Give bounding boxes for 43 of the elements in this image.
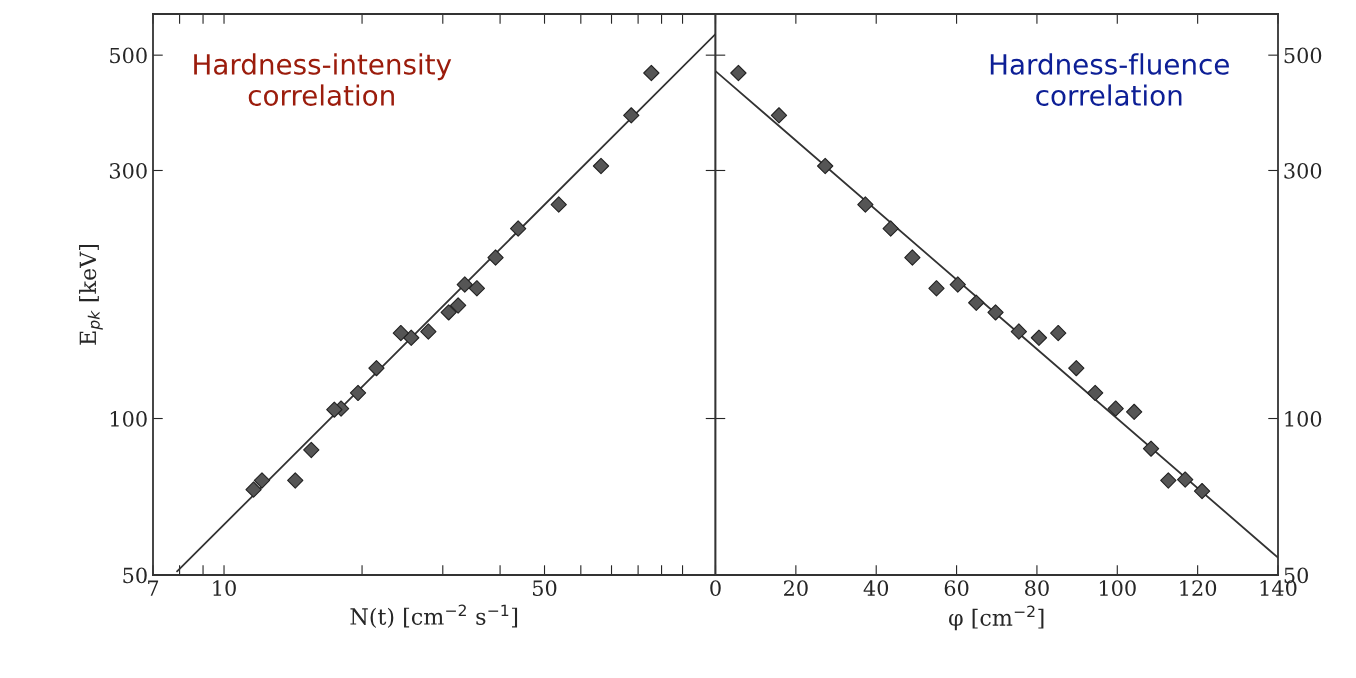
annotation: Hardness-intensity correlation: [194, 53, 452, 106]
point: [1068, 359, 1085, 377]
point: [770, 107, 788, 124]
x-tick-label: 80: [1025, 580, 1049, 596]
x-tick-label: 10: [213, 580, 236, 596]
y-tick-label: 100: [110, 410, 147, 427]
x-tick-label: 20: [784, 580, 808, 596]
x-tick-label: 7: [148, 580, 159, 596]
point: [1030, 329, 1048, 346]
point: [1050, 324, 1067, 342]
point: [968, 294, 985, 311]
x-tick-label: 40: [863, 580, 889, 596]
point: [1160, 472, 1177, 489]
point: [857, 196, 874, 213]
point: [1125, 403, 1143, 421]
annotation: Hardness-fluence correlation: [990, 53, 1229, 106]
y-tick-label: 100: [1285, 410, 1322, 427]
point: [1087, 384, 1104, 402]
point: [1177, 471, 1194, 488]
x-axis-title: N(t) [cm$^{−2}$ s$^{−1}$]: [350, 604, 518, 629]
x-tick-label: 100: [1099, 580, 1136, 596]
point: [730, 64, 747, 82]
y-tick-label: 500: [110, 47, 147, 64]
point: [882, 220, 899, 237]
point: [1142, 440, 1160, 457]
point: [904, 249, 921, 266]
y-tick-label: 300: [1284, 162, 1322, 179]
y-tick-label: 500: [1284, 47, 1322, 64]
y-tick-label: 300: [109, 162, 147, 179]
point: [1193, 482, 1211, 500]
x-tick-label: 60: [944, 580, 969, 596]
y-tick-label: 50: [123, 567, 147, 584]
x-tick-label: 120: [1180, 580, 1217, 596]
x-tick-label: 50: [533, 580, 557, 596]
y-axis-title: E$_{pk}$ [keV]: [79, 244, 103, 345]
point: [1010, 323, 1028, 340]
point: [949, 276, 966, 293]
point: [987, 304, 1004, 321]
x-axis-title: φ [cm$^{−2}$]: [949, 605, 1044, 631]
point: [1107, 400, 1124, 417]
x-tick-label: 0: [710, 580, 721, 596]
point: [817, 157, 834, 175]
point: [928, 280, 945, 297]
